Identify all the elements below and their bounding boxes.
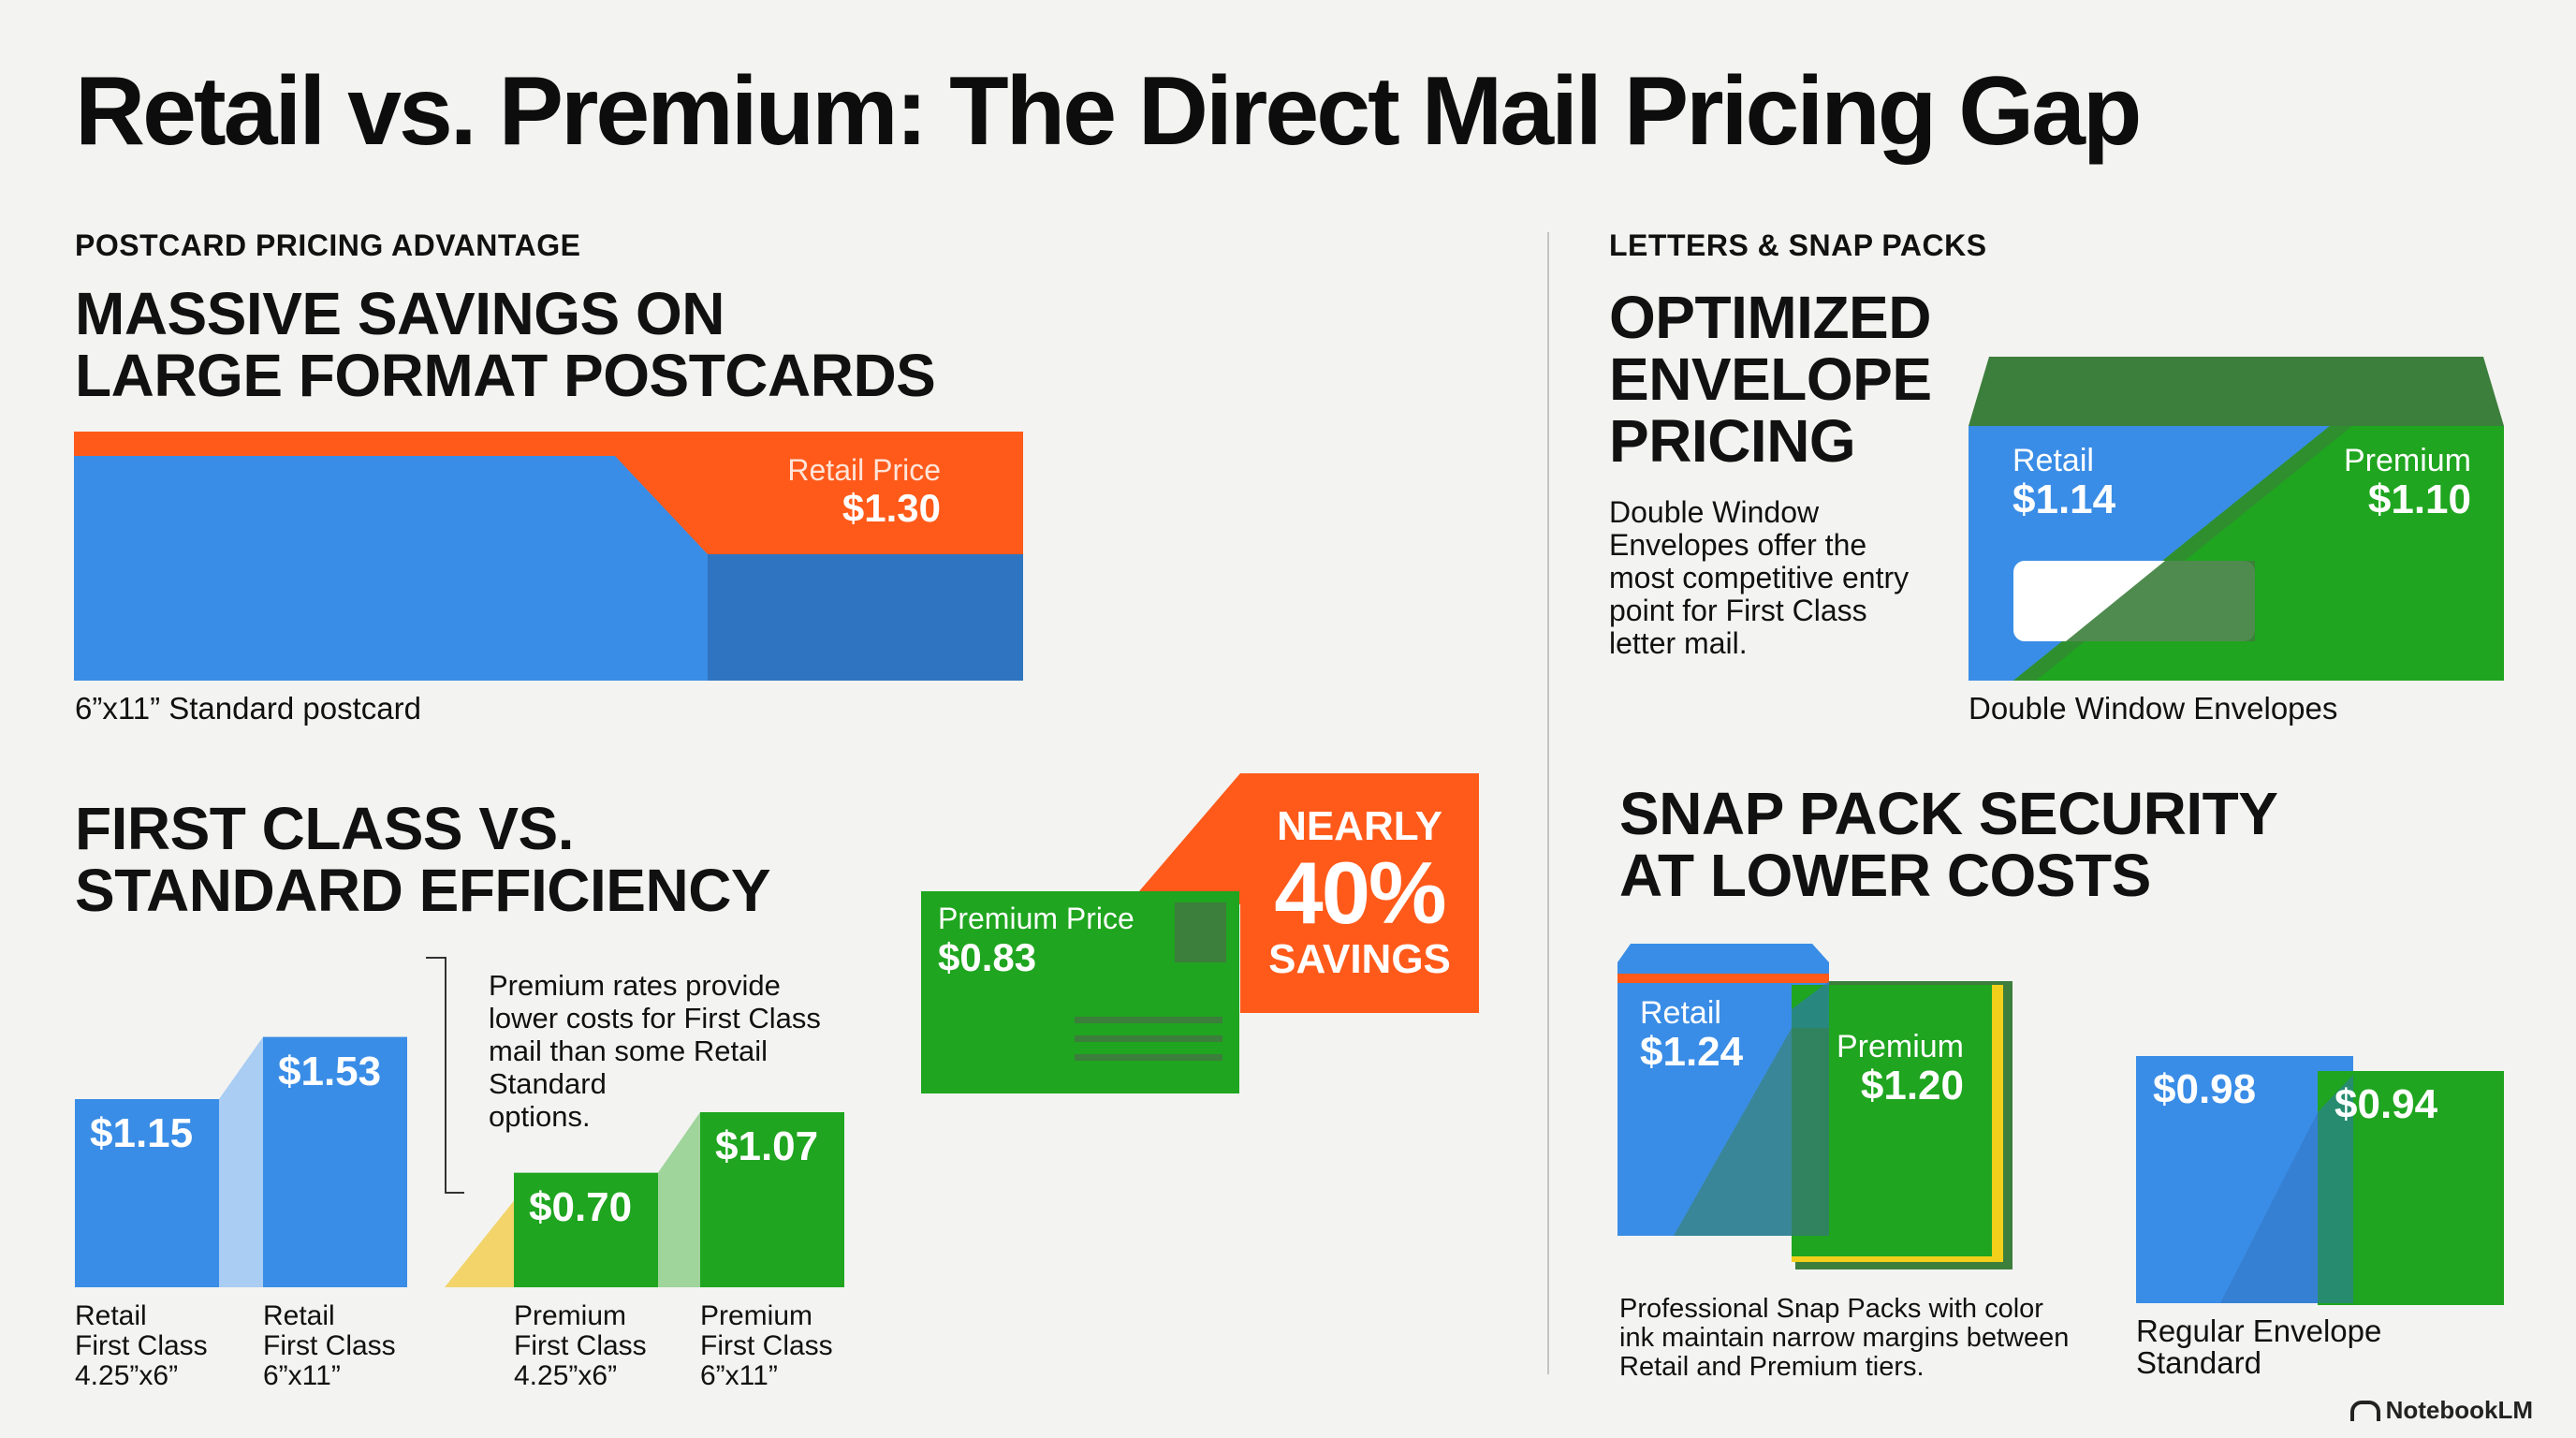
envelope-premium-text: Premium $1.10 <box>2303 444 2471 522</box>
postcard-retail-label-box: Retail Price $1.30 <box>711 453 941 530</box>
regular-retail-value: $0.98 <box>2153 1066 2257 1112</box>
envelope-premium-value: $1.10 <box>2367 477 2471 522</box>
letters-description: Double Window Envelopes offer the most c… <box>1609 495 1910 660</box>
savings-graphic <box>921 773 1479 1093</box>
postcard-caption: 6”x11” Standard postcard <box>75 691 421 726</box>
regular-caption: Regular Envelope Standard <box>2136 1313 2382 1380</box>
bar-value-label: $1.53 <box>278 1048 382 1094</box>
regular-premium-value: $0.94 <box>2334 1081 2438 1127</box>
envelope-premium-label: Premium <box>2343 443 2471 478</box>
snap-pack-graphic <box>1617 944 2012 1269</box>
stamp-icon <box>1175 902 1226 962</box>
snap-premium-value: $1.20 <box>1860 1063 1964 1108</box>
envelope-retail-label: Retail <box>2012 443 2094 478</box>
envelope-retail-value: $1.14 <box>2012 477 2116 522</box>
brand-name: NotebookLM <box>2385 1396 2533 1424</box>
snap-pack-retail <box>1617 944 1829 1236</box>
first-class-heading: FIRST CLASS VS. STANDARD EFFICIENCY <box>75 795 771 924</box>
snap-heading: SNAP PACK SECURITY AT LOWER COSTS <box>1619 780 2278 909</box>
premium-postcard-value: $0.83 <box>938 935 1037 979</box>
letters-kicker: LETTERS & SNAP PACKS <box>1609 228 1987 262</box>
bar-lead-wedge <box>445 1200 514 1287</box>
savings-badge <box>1128 773 1479 1013</box>
premium-postcard-text: Premium Price $0.83 <box>938 902 1134 980</box>
savings-badge-text: NEARLY 40% SAVINGS <box>1240 803 1479 983</box>
first-class-note: Premium rates provide lower costs for Fi… <box>489 969 821 1133</box>
bar <box>263 1036 407 1287</box>
snap-retail-text: Retail $1.24 <box>1640 996 1743 1075</box>
bar-value-label: $0.70 <box>529 1183 633 1230</box>
postcard-kicker: POSTCARD PRICING ADVANTAGE <box>75 228 581 262</box>
postcard-retail-label: Retail Price <box>787 453 941 487</box>
postcard-shadow-block <box>708 554 1023 681</box>
address-line <box>1075 1035 1222 1042</box>
bar <box>514 1172 658 1287</box>
note-bracket <box>426 957 464 1194</box>
section-divider <box>1547 232 1549 1374</box>
regular-overlap-shade <box>2220 1075 2353 1303</box>
snap-premium-label: Premium <box>1836 1029 1964 1064</box>
postcard-price-graphic <box>74 432 1023 681</box>
bar-label-premium-fc-large: Premium First Class 6”x11” <box>700 1300 833 1391</box>
bar <box>75 1099 219 1287</box>
window-shade <box>2066 561 2255 641</box>
bar-label-retail-fc-large: Retail First Class 6”x11” <box>263 1300 396 1391</box>
bar-value-label: $1.15 <box>90 1110 194 1156</box>
bar-value-label: $1.07 <box>715 1123 819 1169</box>
bar-connector <box>658 1111 700 1287</box>
envelope-caption: Double Window Envelopes <box>1969 691 2338 726</box>
savings-line1: NEARLY <box>1277 803 1442 849</box>
postcard-retail-value: $1.30 <box>842 486 941 530</box>
savings-line3: SAVINGS <box>1268 936 1451 982</box>
double-window-envelope <box>1969 357 2504 681</box>
page-title: Retail vs. Premium: The Direct Mail Pric… <box>75 57 2142 166</box>
savings-line2: 40% <box>1274 844 1446 942</box>
address-line <box>1075 1054 1222 1061</box>
snap-pack-shade <box>1674 1028 1829 1236</box>
postcard-heading: MASSIVE SAVINGS ON LARGE FORMAT POSTCARD… <box>75 280 936 409</box>
regular-envelope-graphic <box>2136 1056 2504 1305</box>
envelope-retail-text: Retail $1.14 <box>2012 444 2115 522</box>
premium-postcard-label: Premium Price <box>938 902 1134 935</box>
snap-pack-strip <box>1617 974 1829 983</box>
snap-pack-overlap <box>1792 981 1829 1236</box>
bar-label-premium-fc-small: Premium First Class 4.25”x6” <box>514 1300 647 1391</box>
first-class-bar-chart <box>75 957 844 1287</box>
bar-connector <box>219 1036 263 1287</box>
address-line <box>1075 1017 1222 1023</box>
snap-caption: Professional Snap Packs with color ink m… <box>1619 1294 2070 1382</box>
notebook-icon <box>2349 1401 2380 1421</box>
bar <box>700 1111 844 1287</box>
snap-retail-value: $1.24 <box>1640 1029 1744 1075</box>
bar-label-retail-fc-small: Retail First Class 4.25”x6” <box>75 1300 208 1391</box>
snap-premium-text: Premium $1.20 <box>1814 1030 1964 1108</box>
snap-retail-label: Retail <box>1640 995 1721 1031</box>
letters-heading: OPTIMIZED ENVELOPE PRICING <box>1609 284 1932 475</box>
notebooklm-logo: NotebookLM <box>2349 1396 2533 1425</box>
